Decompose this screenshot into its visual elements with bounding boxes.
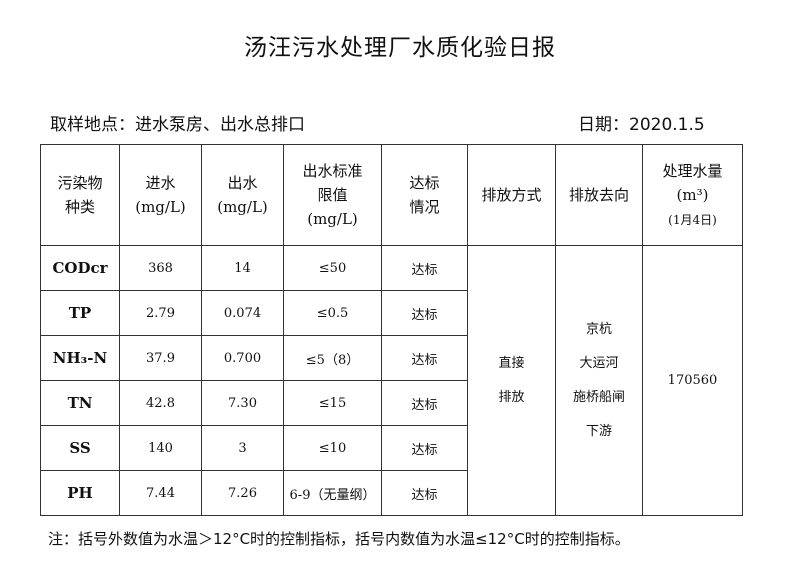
footnote: 注：括号外数值为水温＞12°C时的控制指标，括号内数值为水温≤12°C时的控制指… — [48, 530, 630, 548]
limit-value: ≤50 — [283, 245, 382, 291]
discharge-method: 直接 排放 — [467, 245, 556, 516]
table-row: NH₃-N 37.9 0.700 ≤5（8） 达标 — [40, 335, 743, 381]
pollutant-name: TN — [40, 380, 120, 426]
header-volume: 处理水量 (m³) (1月4日) — [642, 144, 743, 246]
table-row: SS 140 3 ≤10 达标 — [40, 425, 743, 471]
pollutant-name: CODcr — [40, 245, 120, 291]
table-row: TN 42.8 7.30 ≤15 达标 — [40, 380, 743, 426]
treated-volume: 170560 — [642, 245, 743, 516]
header-status: 达标 情况 — [381, 144, 468, 246]
effluent-value: 0.700 — [201, 335, 284, 381]
pollutant-name: PH — [40, 470, 120, 516]
status-value: 达标 — [381, 245, 468, 291]
pollutant-name: SS — [40, 425, 120, 471]
discharge-destination: 京杭 大运河 施桥船闸 下游 — [555, 245, 643, 516]
effluent-value: 7.30 — [201, 380, 284, 426]
header-discharge-dest: 排放去向 — [555, 144, 643, 246]
header-influent: 进水 (mg/L) — [119, 144, 202, 246]
sampling-location: 取样地点：进水泵房、出水总排口 — [50, 115, 305, 135]
limit-value: ≤10 — [283, 425, 382, 471]
effluent-value: 7.26 — [201, 470, 284, 516]
header-row: 污染物 种类 进水 (mg/L) 出水 (mg/L) 出水标准 限值 (mg/L) 达标情… — [40, 144, 743, 246]
status-value: 达标 — [381, 380, 468, 426]
limit-value: 6-9（无量纲） — [283, 470, 382, 516]
influent-value: 2.79 — [119, 290, 202, 336]
header-limit: 出水标准 限值 (mg/L) — [283, 144, 382, 246]
pollutant-name: TP — [40, 290, 120, 336]
limit-value: ≤0.5 — [283, 290, 382, 336]
status-value: 达标 — [381, 290, 468, 336]
status-value: 达标 — [381, 425, 468, 471]
effluent-value: 3 — [201, 425, 284, 471]
influent-value: 37.9 — [119, 335, 202, 381]
table-row: TP 2.79 0.074 ≤0.5 达标 — [40, 290, 743, 336]
table-row: CODcr 368 14 ≤50 达标 直接 排放 京杭 大运河 施桥船闸 下游 1705… — [40, 245, 743, 516]
effluent-value: 14 — [201, 245, 284, 291]
influent-value: 42.8 — [119, 380, 202, 426]
header-pollutant: 污染物 种类 — [40, 144, 120, 246]
water-quality-table: 污染物 种类 进水 (mg/L) 出水 (mg/L) 出水标准 限值 (mg/L) 达标情… — [40, 144, 743, 516]
effluent-value: 0.074 — [201, 290, 284, 336]
limit-value: ≤15 — [283, 380, 382, 426]
status-value: 达标 — [381, 335, 468, 381]
table-row: PH 7.44 7.26 6-9（无量纲） 达标 — [40, 470, 743, 516]
report-title: 汤汪污水处理厂水质化验日报 — [244, 35, 556, 61]
limit-value: ≤5（8） — [283, 335, 382, 381]
header-discharge-method: 排放方式 — [467, 144, 556, 246]
report-date: 日期：2020.1.5 — [578, 115, 705, 135]
pollutant-name: NH₃-N — [40, 335, 120, 381]
influent-value: 140 — [119, 425, 202, 471]
header-effluent: 出水 (mg/L) — [201, 144, 284, 246]
influent-value: 368 — [119, 245, 202, 291]
influent-value: 7.44 — [119, 470, 202, 516]
status-value: 达标 — [381, 470, 468, 516]
